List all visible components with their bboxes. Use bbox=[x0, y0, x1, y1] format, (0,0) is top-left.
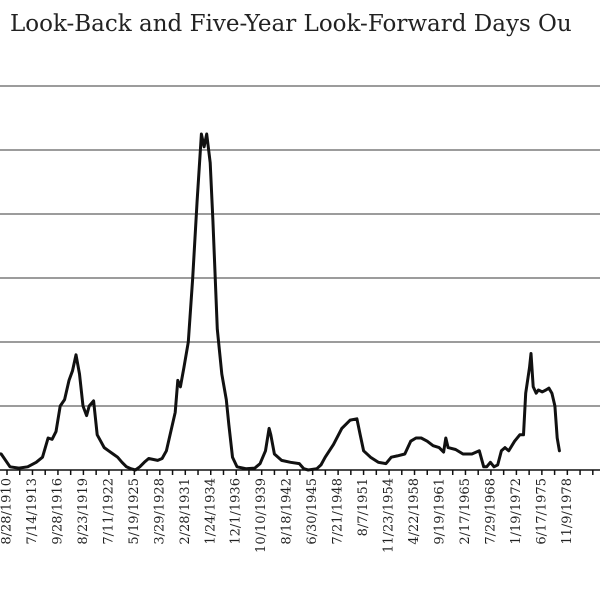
x-axis bbox=[0, 469, 600, 475]
x-tick-label: 7/21/1948 bbox=[331, 478, 346, 545]
x-tick-label: 8/23/1919 bbox=[76, 478, 91, 545]
x-tick-label: 8/7/1951 bbox=[356, 478, 371, 536]
gridlines bbox=[0, 85, 600, 407]
x-tick-label: 6/30/1945 bbox=[305, 478, 320, 545]
x-tick-label: 8/28/1910 bbox=[0, 478, 15, 545]
x-tick-label: 8/18/1942 bbox=[280, 478, 295, 545]
x-tick-label: 11/9/1978 bbox=[560, 478, 575, 545]
series-line bbox=[0, 132, 561, 472]
x-tick-label: 5/19/1925 bbox=[127, 478, 142, 545]
x-tick-label: 7/11/1922 bbox=[101, 478, 116, 545]
x-tick-label: 12/1/1936 bbox=[229, 478, 244, 545]
series-layer bbox=[0, 132, 561, 472]
x-tick-label: 11/23/1954 bbox=[382, 478, 397, 553]
x-tick-labels: 8/28/1910 7/14/1913 9/28/1916 8/23/1919 7/11… bbox=[0, 478, 575, 553]
x-tick-label: 1/19/1972 bbox=[509, 478, 524, 545]
chart-title: Look-Back and Five-Year Look-Forward Day… bbox=[10, 11, 572, 37]
x-tick-label: 6/17/1975 bbox=[534, 478, 549, 545]
x-tick-label: 4/22/1958 bbox=[407, 478, 422, 545]
x-tick-label: 2/28/1931 bbox=[178, 478, 193, 545]
x-tick-label: 10/10/1939 bbox=[254, 478, 269, 553]
x-tick-label: 9/19/1961 bbox=[432, 478, 447, 545]
x-tick-label: 2/17/1965 bbox=[458, 478, 473, 545]
x-tick-label: 1/24/1934 bbox=[203, 478, 218, 545]
x-tick-label: 7/29/1968 bbox=[483, 478, 498, 545]
x-tick-label: 7/14/1913 bbox=[25, 478, 40, 545]
x-tick-label: 3/29/1928 bbox=[152, 478, 167, 545]
x-tick-label: 9/28/1916 bbox=[50, 478, 65, 545]
